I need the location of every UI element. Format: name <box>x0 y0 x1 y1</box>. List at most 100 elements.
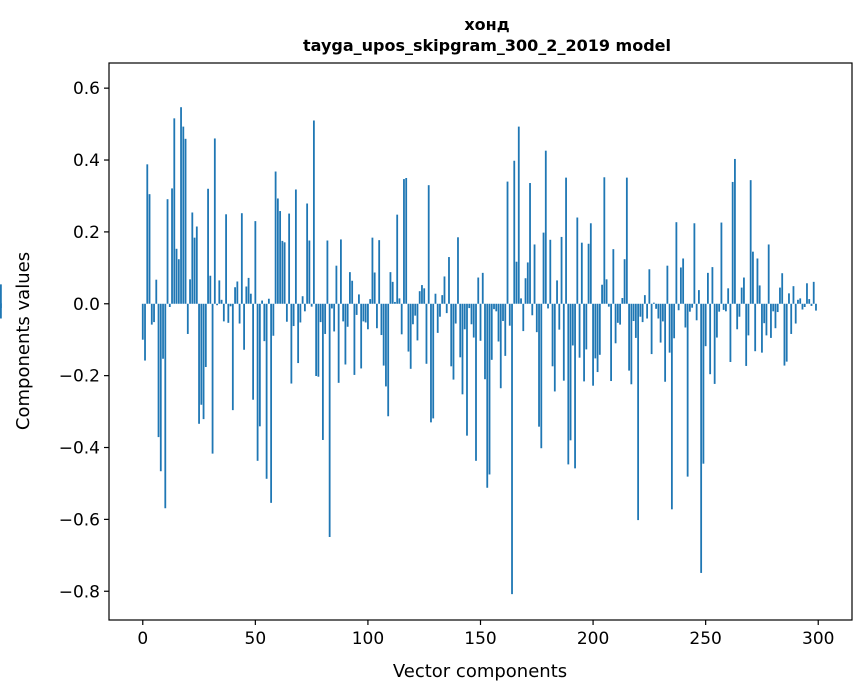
bar <box>412 303 414 325</box>
bar <box>571 303 574 346</box>
bar <box>344 303 347 365</box>
bar <box>619 303 621 325</box>
bar <box>679 267 682 304</box>
bar <box>806 283 808 304</box>
bar <box>493 303 495 310</box>
bar <box>497 303 500 342</box>
bar <box>301 296 304 304</box>
bar <box>421 285 423 304</box>
y-axis-label: Components values <box>13 252 34 430</box>
bar <box>684 303 687 328</box>
bar <box>355 303 358 315</box>
bar <box>398 298 401 304</box>
bar <box>553 303 556 392</box>
bar <box>639 303 642 317</box>
bar <box>801 303 804 310</box>
bar <box>749 180 752 304</box>
bar <box>144 303 146 361</box>
bar <box>488 303 491 475</box>
bar <box>351 280 354 304</box>
bar <box>432 303 435 419</box>
bar <box>317 303 320 377</box>
bar <box>614 303 617 344</box>
bar <box>299 303 302 323</box>
bar <box>306 203 309 304</box>
bar <box>243 303 245 350</box>
bar <box>754 303 757 352</box>
bar <box>585 303 588 350</box>
bar <box>463 303 466 330</box>
bar <box>682 258 685 304</box>
bar <box>430 303 432 423</box>
bar <box>209 275 212 304</box>
bar <box>677 303 680 311</box>
bar <box>641 303 644 323</box>
bar <box>261 300 263 304</box>
bar <box>225 214 227 304</box>
bar <box>515 261 518 304</box>
x-tick-label: 200 <box>577 629 609 649</box>
bar <box>711 267 714 304</box>
bar <box>371 237 374 304</box>
bar <box>191 212 194 304</box>
bar <box>466 303 468 436</box>
bar <box>522 303 525 332</box>
bar <box>349 272 351 304</box>
bar <box>452 303 455 380</box>
bar <box>324 303 327 334</box>
bar <box>740 287 743 304</box>
bar <box>468 303 471 309</box>
bar <box>666 265 669 304</box>
bar <box>186 303 189 334</box>
bar <box>279 211 282 304</box>
bar <box>484 303 486 380</box>
bar <box>297 303 300 364</box>
bar <box>312 120 315 304</box>
bar <box>659 303 662 343</box>
bar <box>274 171 277 304</box>
bar <box>394 301 396 304</box>
bar <box>799 298 802 304</box>
bar <box>283 242 286 304</box>
bar <box>238 303 241 324</box>
bar <box>713 303 716 384</box>
bar <box>531 303 534 316</box>
bar <box>407 303 410 352</box>
bar <box>353 303 356 375</box>
plot-frame <box>108 62 853 621</box>
bar <box>337 303 340 383</box>
bar <box>520 298 522 304</box>
bar <box>779 287 781 304</box>
bar <box>146 164 149 304</box>
bar <box>790 303 793 334</box>
bar <box>376 303 378 329</box>
y-tick-label: −0.8 <box>59 582 100 602</box>
bar <box>403 179 405 304</box>
bar <box>630 303 633 385</box>
bar <box>382 303 385 366</box>
bar <box>686 303 689 477</box>
bar <box>668 303 671 353</box>
bar <box>540 303 543 449</box>
bar <box>340 239 342 304</box>
bar <box>643 295 646 304</box>
bar <box>589 223 592 304</box>
bar <box>774 303 777 329</box>
bar <box>504 303 507 356</box>
bar <box>526 262 529 304</box>
bar <box>168 303 171 307</box>
bar <box>794 303 797 324</box>
x-tick-label: 100 <box>352 629 384 649</box>
bar <box>767 244 770 304</box>
x-tick-label: 250 <box>689 629 721 649</box>
bar <box>752 251 754 304</box>
bar <box>731 181 734 304</box>
bar <box>542 232 545 304</box>
bar <box>218 280 221 304</box>
bar <box>423 288 426 304</box>
bar <box>648 269 651 304</box>
bar <box>385 303 387 387</box>
bar <box>578 303 581 358</box>
bar <box>738 303 741 317</box>
bar <box>328 303 331 537</box>
